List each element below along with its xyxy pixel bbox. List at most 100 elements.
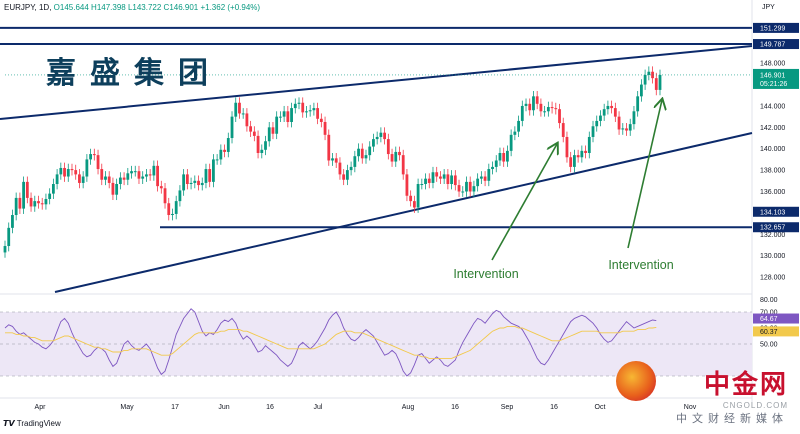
candle-body: [390, 154, 394, 162]
candle-body: [554, 108, 558, 110]
candle-body: [145, 174, 148, 177]
candle-body: [491, 166, 494, 170]
candle-body: [513, 131, 517, 135]
candle-body: [353, 156, 357, 167]
price-level-box: [753, 39, 799, 50]
candle-body: [625, 128, 628, 131]
candle-body: [118, 177, 122, 185]
y-tick-label: 142.000: [760, 125, 785, 132]
candle-body: [37, 201, 40, 204]
candle-body: [628, 124, 632, 131]
candle-body: [14, 197, 18, 216]
candle-body: [379, 132, 383, 137]
x-tick-label: Aug: [402, 404, 415, 411]
candle-body: [230, 116, 234, 139]
candle-body: [245, 113, 249, 127]
candle-body: [450, 175, 453, 185]
last-price-box: [753, 68, 799, 89]
candle-body: [409, 195, 413, 202]
x-tick-label: 16: [550, 404, 558, 411]
candle-body: [386, 139, 390, 155]
candle-body: [200, 182, 204, 186]
candle-body: [122, 177, 126, 180]
candle-body: [658, 74, 662, 90]
y-tick-label: 140.000: [760, 146, 785, 153]
price-level-label: 151.299: [760, 25, 785, 32]
brand-title: 嘉盛集团: [46, 56, 222, 91]
candle-body: [498, 153, 502, 161]
candle-body: [479, 176, 483, 179]
candle-body: [3, 246, 7, 253]
candle-body: [264, 141, 267, 150]
candle-body: [621, 128, 625, 130]
x-tick-label: 16: [451, 404, 459, 411]
candle-body: [312, 108, 316, 111]
candle-body: [364, 155, 368, 159]
candle-body: [33, 201, 37, 207]
candle-body: [278, 116, 282, 118]
candle-body: [334, 158, 338, 163]
candle-body: [182, 174, 186, 191]
candle-body: [372, 139, 375, 147]
candle-body: [171, 213, 174, 216]
candle-body: [654, 78, 658, 90]
lower-trendline: [54, 132, 753, 293]
candle-body: [647, 71, 651, 75]
candle-body: [465, 181, 468, 192]
candle-body: [256, 135, 260, 153]
candle-body: [584, 150, 587, 153]
candle-body: [550, 107, 554, 109]
tradingview-logo: 𝙏𝙑 TradingView: [3, 419, 61, 428]
price-level-box: [753, 22, 799, 33]
candle-body: [189, 182, 193, 185]
x-tick-label: 17: [171, 404, 179, 411]
candle-body: [576, 155, 580, 158]
rsi-tick-label: 70.00: [760, 310, 778, 317]
candle-body: [472, 186, 476, 192]
candle-body: [487, 169, 491, 181]
candle-body: [446, 174, 450, 185]
price-level-label: 134.103: [760, 209, 785, 216]
candle-body: [636, 96, 640, 112]
candle-body: [163, 188, 167, 204]
candle-body: [439, 176, 442, 179]
candle-body: [290, 108, 293, 122]
candle-body: [587, 136, 591, 153]
candle-body: [323, 121, 327, 135]
candle-body: [357, 148, 360, 157]
price-level-box: [753, 206, 799, 217]
watermark: 中金网 CNGOLD.COM 中文财经新媒体: [676, 364, 788, 426]
price-level-label: 149.787: [760, 42, 785, 49]
y-tick-label: 128.000: [760, 275, 785, 282]
candle-body: [595, 120, 599, 127]
price-level-label: 132.657: [760, 225, 785, 232]
candle-body: [468, 181, 472, 192]
candle-body: [267, 127, 271, 142]
candle-body: [375, 136, 379, 140]
candle-body: [573, 155, 576, 167]
candle-body: [215, 159, 219, 161]
candle-body: [197, 180, 200, 186]
candle-body: [502, 153, 506, 162]
candle-body: [226, 138, 230, 152]
candle-body: [137, 171, 141, 179]
candle-body: [401, 155, 405, 175]
candle-body: [208, 169, 212, 182]
rsi-value-label: 60.37: [760, 329, 778, 336]
candle-body: [558, 109, 561, 124]
candle-body: [133, 171, 137, 173]
x-tick-label: Sep: [501, 404, 514, 411]
candle-body: [509, 134, 513, 151]
candle-body: [286, 111, 290, 122]
candle-body: [193, 180, 197, 183]
x-tick-label: Apr: [35, 404, 47, 411]
price-level-box: [753, 222, 799, 233]
intervention-label-1: Intervention: [453, 267, 518, 281]
candle-body: [29, 197, 33, 207]
candle-body: [599, 115, 602, 121]
candle-body: [405, 174, 409, 196]
candle-body: [59, 167, 63, 175]
candle-body: [476, 178, 480, 187]
candle-body: [275, 116, 279, 134]
candle-body: [126, 173, 130, 180]
